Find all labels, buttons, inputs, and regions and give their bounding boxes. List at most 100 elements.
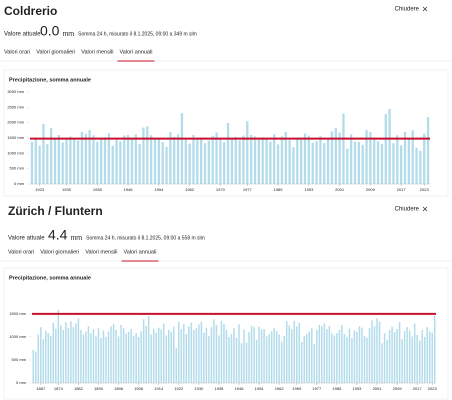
bar — [263, 329, 265, 383]
bar — [42, 123, 45, 184]
bar — [207, 140, 210, 184]
bar — [413, 323, 416, 383]
bar — [142, 127, 145, 184]
bar — [296, 137, 299, 184]
bar — [357, 141, 360, 184]
bar — [85, 331, 87, 383]
bar — [270, 331, 273, 383]
bar — [371, 320, 373, 383]
bar — [433, 315, 436, 383]
bar — [193, 329, 195, 383]
bar — [295, 326, 298, 383]
bar — [253, 136, 257, 184]
bar — [142, 319, 145, 383]
x-tick-label: 1985 — [274, 187, 284, 192]
bar — [276, 144, 280, 184]
x-tick-label: 1962 — [185, 187, 195, 192]
bar — [219, 137, 222, 184]
bar — [257, 139, 260, 184]
x-tick-label: 1977 — [312, 386, 322, 391]
bar — [55, 328, 57, 383]
bar — [321, 326, 323, 383]
tab[interactable]: Valori giornalieri — [40, 249, 79, 255]
bar — [258, 326, 260, 383]
bar — [383, 333, 386, 383]
bar — [255, 339, 258, 383]
bar — [45, 330, 47, 383]
bar — [65, 322, 67, 383]
bar — [168, 329, 170, 383]
close-icon — [422, 206, 428, 212]
bar — [285, 321, 288, 383]
tab[interactable]: Valori orari — [4, 49, 30, 55]
bar — [269, 141, 272, 184]
close-button[interactable]: Chiudere — [395, 207, 420, 213]
bar — [90, 333, 92, 383]
bar — [107, 133, 110, 184]
bar — [343, 334, 346, 383]
x-tick-label: 1906 — [134, 386, 144, 391]
bar — [418, 340, 421, 383]
bar — [146, 126, 149, 184]
bar — [384, 114, 387, 184]
bar — [77, 318, 80, 383]
tab[interactable]: Valori annuali — [120, 49, 153, 55]
y-tick-label: 1500 mm — [7, 135, 24, 140]
bar — [303, 133, 307, 184]
bar — [225, 329, 228, 383]
x-tick-label: 1874 — [54, 386, 64, 391]
bar — [342, 113, 345, 184]
bar — [34, 137, 37, 184]
bar — [96, 141, 99, 184]
bar — [369, 131, 372, 184]
x-tick-label: 1938 — [214, 386, 224, 391]
bar — [76, 140, 80, 184]
bar — [361, 144, 364, 184]
bar — [165, 335, 168, 383]
bar — [246, 121, 249, 184]
bar — [426, 117, 430, 184]
tab[interactable]: Valori annuali — [124, 249, 157, 255]
bar — [265, 336, 268, 383]
bar — [175, 347, 178, 383]
tab[interactable]: Valori mensili — [81, 49, 113, 55]
bar — [180, 113, 184, 184]
bar — [82, 334, 85, 383]
bar — [188, 143, 191, 184]
bar — [428, 331, 431, 383]
tab[interactable]: Valori orari — [8, 249, 34, 255]
bar — [72, 327, 75, 383]
bar — [423, 336, 426, 383]
bar — [273, 134, 276, 184]
bar — [115, 139, 118, 184]
tab[interactable]: Valori giornalieri — [36, 49, 75, 55]
bar — [283, 335, 285, 383]
bar — [70, 321, 72, 383]
bar — [250, 134, 253, 184]
bar — [234, 136, 237, 184]
x-tick-label: 2023 — [428, 386, 438, 391]
bar — [353, 330, 356, 383]
bar — [373, 326, 376, 383]
bar — [211, 135, 214, 184]
bar — [306, 334, 308, 383]
bar — [398, 322, 401, 383]
bar — [122, 328, 125, 383]
current-unit: mm — [62, 31, 74, 38]
chart-title: Precipitazione, somma annuale — [9, 275, 91, 281]
bar — [87, 326, 90, 383]
chart-box — [3, 267, 449, 400]
bar — [361, 327, 363, 383]
bar — [356, 331, 358, 383]
bar — [120, 324, 122, 383]
close-button[interactable]: Chiudere — [395, 7, 420, 13]
bar — [145, 325, 147, 383]
x-tick-label: 1954 — [255, 386, 265, 391]
bar — [92, 135, 95, 184]
current-label: Valore attuale — [8, 236, 45, 242]
bar — [403, 330, 406, 383]
y-tick-label: 500 mm — [12, 357, 27, 362]
tab[interactable]: Valori mensili — [85, 249, 117, 255]
x-tick-label: 1962 — [275, 386, 285, 391]
bar — [242, 135, 245, 184]
